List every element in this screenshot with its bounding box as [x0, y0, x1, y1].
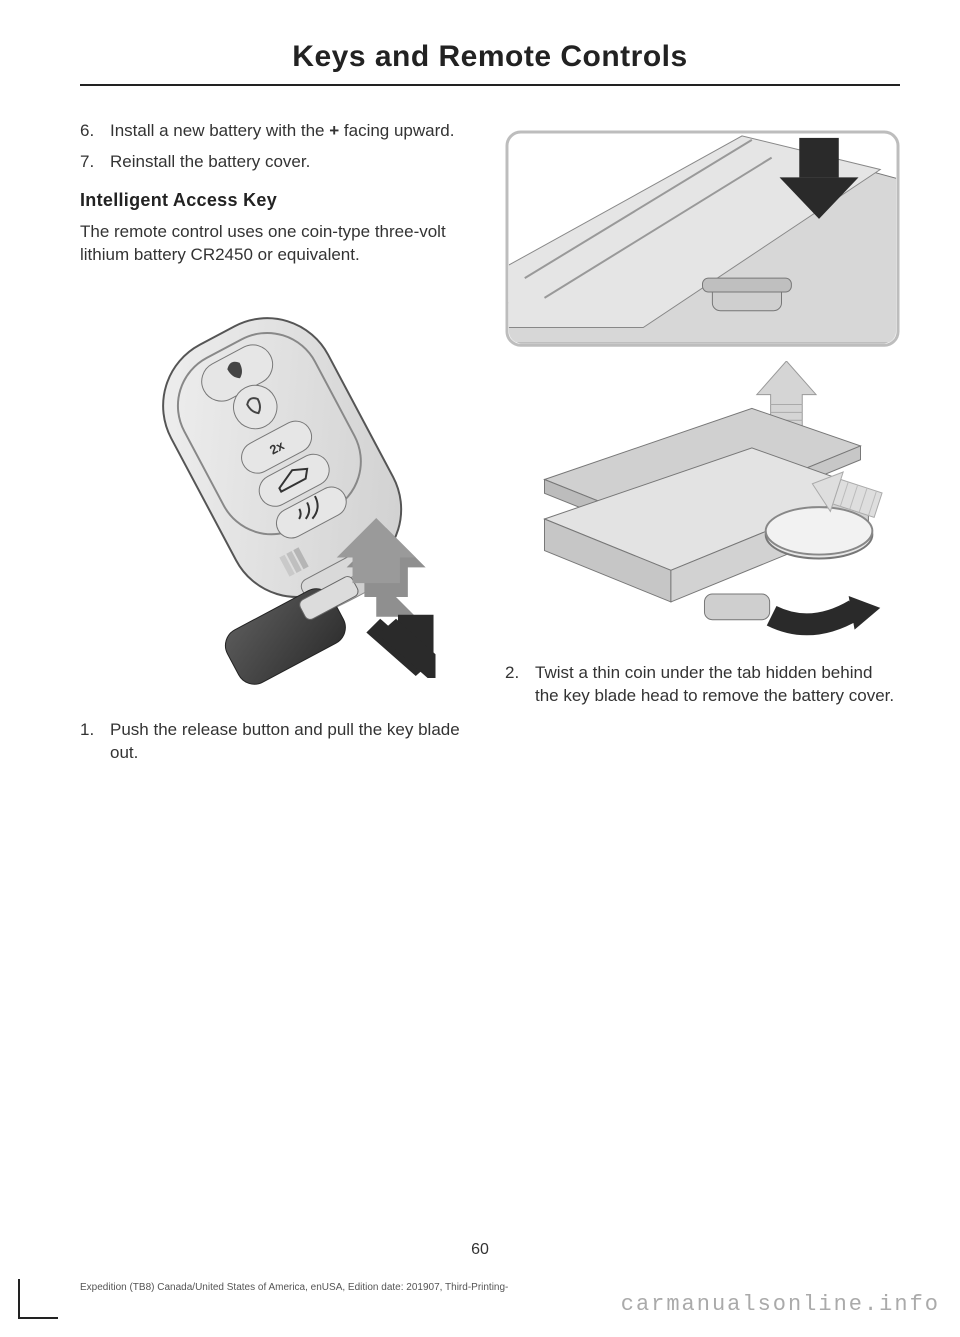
step-number: 1.	[80, 719, 110, 765]
step-number: 2.	[505, 662, 535, 708]
key-fob-svg: 2x	[80, 281, 475, 706]
step-1: 1. Push the release button and pull the …	[80, 719, 475, 765]
step-7: 7. Reinstall the battery cover.	[80, 151, 475, 174]
footer-edition: Expedition (TB8) Canada/United States of…	[80, 1282, 508, 1293]
figure-cover-press	[505, 130, 900, 347]
page-title: Keys and Remote Controls	[80, 40, 900, 74]
step-text-b: facing upward.	[339, 121, 454, 140]
step-number: 6.	[80, 120, 110, 143]
left-column: 6. Install a new battery with the + faci…	[80, 120, 475, 773]
step-number: 7.	[80, 151, 110, 174]
step-2: 2. Twist a thin coin under the tab hidde…	[505, 662, 900, 708]
watermark: carmanualsonline.info	[621, 1292, 940, 1317]
step-text: Reinstall the battery cover.	[110, 151, 475, 174]
step-text: Push the release button and pull the key…	[110, 719, 475, 765]
right-column: 2. Twist a thin coin under the tab hidde…	[505, 120, 900, 773]
header-rule	[80, 84, 900, 86]
plus-icon: +	[329, 121, 339, 140]
subheading-intelligent-access-key: Intelligent Access Key	[80, 190, 475, 211]
page: Keys and Remote Controls 6. Install a ne…	[0, 0, 960, 1337]
step-text: Twist a thin coin under the tab hidden b…	[535, 662, 900, 708]
battery-spec-paragraph: The remote control uses one coin-type th…	[80, 221, 475, 267]
open-coin-svg	[505, 361, 900, 647]
step-6: 6. Install a new battery with the + faci…	[80, 120, 475, 143]
cover-press-svg	[505, 130, 900, 347]
figure-open-coin	[505, 361, 900, 647]
figure-key-fob: 2x	[80, 281, 475, 706]
step-text-a: Install a new battery with the	[110, 121, 329, 140]
crop-mark-icon	[18, 1279, 58, 1319]
two-column-layout: 6. Install a new battery with the + faci…	[80, 120, 900, 773]
step-text: Install a new battery with the + facing …	[110, 120, 475, 143]
page-number: 60	[0, 1241, 960, 1259]
